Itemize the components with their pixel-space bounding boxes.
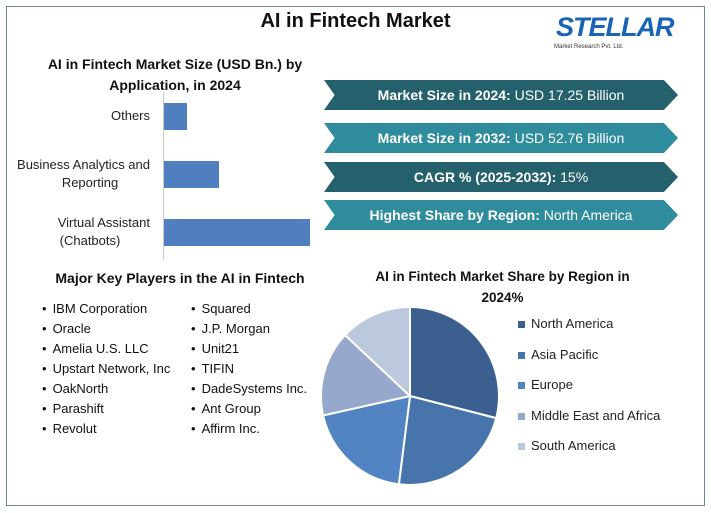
pie-slice-middle-east-and-africa — [320, 333, 413, 417]
bar — [164, 161, 220, 188]
key-player-item: Oracle — [42, 319, 170, 339]
key-player-item: Affirm Inc. — [191, 419, 307, 439]
bar-title-line2: Application, in 2024 — [109, 77, 241, 93]
pie-slice-asia-pacific — [397, 394, 498, 486]
key-players-column-2: SquaredJ.P. MorganUnit21TIFINDadeSystems… — [191, 299, 308, 439]
key-player-item: Unit21 — [191, 339, 307, 359]
legend-swatch — [518, 351, 525, 359]
legend-label: Middle East and Africa — [531, 407, 661, 423]
pie-legend: North America Asia Pacific Europe Middle Ea… — [518, 316, 660, 469]
key-player-item: OakNorth — [42, 379, 170, 399]
bar-chart-title: AI in Fintech Market Size (USD Bn.) by A… — [20, 54, 330, 96]
stat-label: Highest Share by Region: — [369, 207, 540, 223]
key-player-item: Amelia U.S. LLC — [42, 339, 170, 359]
logo-word: STELLAR — [556, 12, 674, 42]
key-player-item: Upstart Network, Inc — [42, 359, 171, 379]
key-player-item: J.P. Morgan — [191, 319, 307, 339]
stat-label: Market Size in 2032: — [377, 130, 511, 146]
bar-title-line1: AI in Fintech Market Size (USD Bn.) by — [47, 56, 303, 72]
pie-slice-europe — [321, 394, 412, 486]
key-player-item: IBM Corporation — [42, 299, 170, 319]
key-players-title: Major Key Players in the AI in Fintech — [55, 270, 305, 286]
legend-label: Europe — [531, 377, 573, 392]
legend-label: South America — [531, 438, 616, 453]
stat-value: USD 52.76 Billion — [510, 130, 625, 146]
key-player-item: DadeSystems Inc. — [191, 379, 308, 399]
bar-category-label: Others — [110, 108, 150, 123]
legend-swatch — [518, 382, 525, 389]
pie-slice-north-america — [409, 305, 500, 420]
legend-swatch — [518, 443, 525, 450]
bar — [164, 219, 310, 246]
frame-border — [6, 6, 705, 506]
bar-category-label: Business Analytics and Reporting — [17, 157, 150, 190]
pie-chart-title: AI in Fintech Market Share by Region in … — [350, 266, 655, 308]
legend-label: Asia Pacific — [531, 346, 599, 362]
stat-banner-cagr: CAGR % (2025-2032): 15% — [324, 162, 678, 192]
legend-item: Asia Pacific — [518, 347, 660, 378]
legend-item: Middle East and Africa — [518, 408, 660, 439]
stat-value: North America — [539, 207, 633, 223]
pie-title-line2: 2024% — [481, 290, 524, 305]
bar-category-label: Virtual Assistant (Chatbots) — [57, 215, 150, 248]
stat-value: USD 17.25 Billion — [510, 87, 625, 103]
legend-swatch — [518, 412, 525, 420]
stat-value: 15% — [556, 169, 589, 185]
key-player-item: Ant Group — [191, 399, 307, 419]
stat-banner-2024: Market Size in 2024: USD 17.25 Billion — [324, 80, 678, 110]
stellar-logo: STELLAR Market Research Pvt. Ltd. — [548, 8, 683, 56]
pie-title-line1: AI in Fintech Market Share by Region in — [375, 269, 630, 284]
stat-label: Market Size in 2024: — [377, 87, 511, 103]
key-player-item: Parashift — [42, 399, 170, 419]
stat-banner-region: Highest Share by Region: North America — [324, 200, 678, 230]
key-player-item: TIFIN — [191, 359, 307, 379]
bar-axis — [163, 92, 164, 260]
logo-subtitle: Market Research Pvt. Ltd. — [554, 44, 624, 50]
pie-slice-south-america — [343, 305, 411, 399]
legend-item: South America — [518, 438, 660, 469]
legend-label: North America — [531, 316, 614, 331]
page-title: AI in Fintech Market — [260, 10, 451, 32]
legend-item: North America — [518, 316, 660, 347]
legend-item: Europe — [518, 377, 660, 408]
key-player-item: Squared — [191, 299, 307, 319]
key-players-column-1: IBM CorporationOracleAmelia U.S. LLCUpst… — [42, 299, 171, 439]
stat-label: CAGR % (2025-2032): — [413, 169, 557, 185]
legend-swatch — [518, 321, 525, 328]
bar — [164, 103, 188, 130]
stat-banner-2032: Market Size in 2032: USD 52.76 Billion — [324, 123, 678, 153]
key-player-item: Revolut — [42, 419, 170, 439]
